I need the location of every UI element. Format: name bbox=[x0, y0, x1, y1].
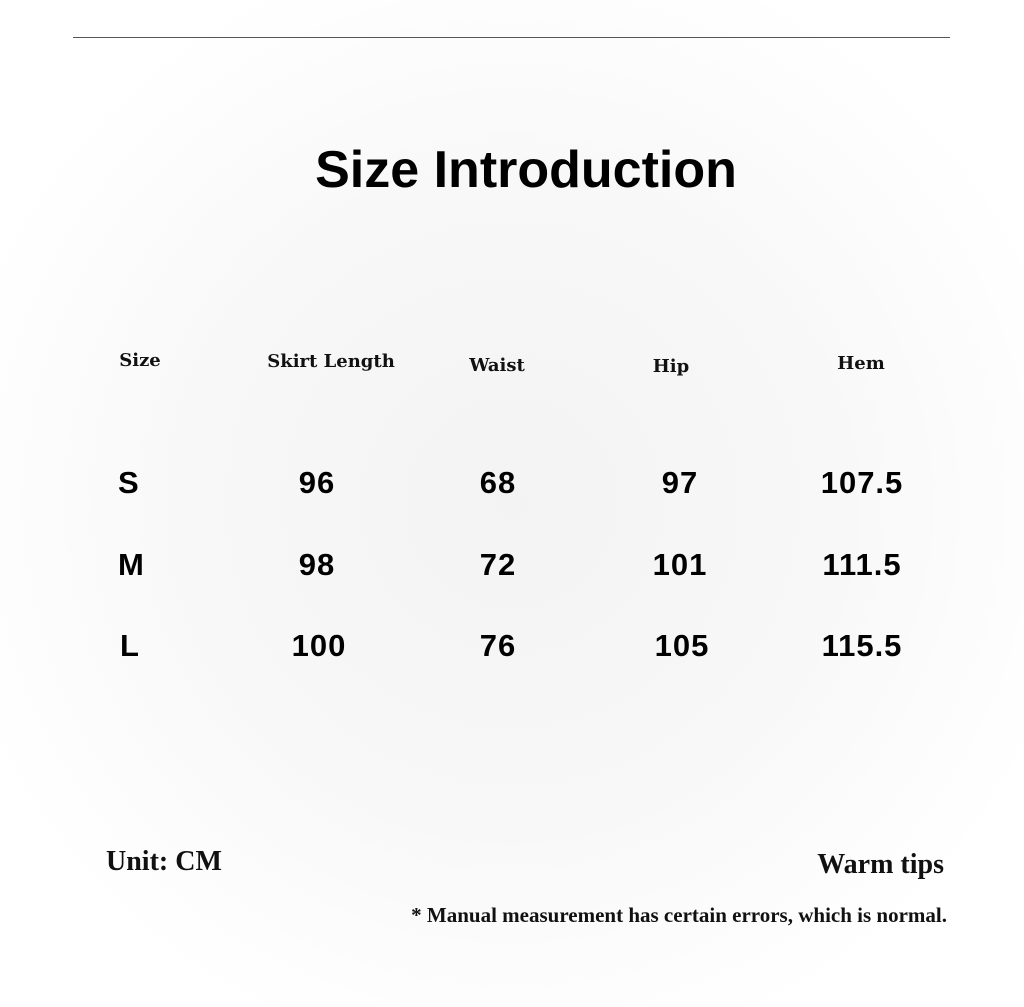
unit-label: Unit: CM bbox=[106, 846, 222, 877]
cell-hip: 97 bbox=[661, 465, 699, 500]
measurement-note: * Manual measurement has certain errors,… bbox=[411, 903, 947, 927]
cell-skirt-length: 100 bbox=[291, 628, 347, 663]
header-hip: Hip bbox=[652, 356, 690, 377]
header-skirt-length: Skirt Length bbox=[267, 351, 395, 372]
header-size: Size bbox=[119, 350, 161, 371]
cell-hip: 105 bbox=[654, 628, 710, 663]
cell-size: M bbox=[118, 547, 145, 582]
cell-waist: 76 bbox=[479, 628, 517, 663]
header-hem: Hem bbox=[837, 353, 885, 374]
cell-skirt-length: 98 bbox=[298, 547, 336, 582]
cell-hem: 111.5 bbox=[822, 547, 902, 582]
header-waist: Waist bbox=[469, 355, 525, 376]
cell-skirt-length: 96 bbox=[298, 465, 336, 500]
page-title: Size Introduction bbox=[315, 141, 737, 199]
cell-hip: 101 bbox=[652, 547, 708, 582]
cell-hem: 115.5 bbox=[821, 628, 903, 663]
cell-waist: 68 bbox=[479, 465, 517, 500]
cell-waist: 72 bbox=[479, 547, 517, 582]
cell-hem: 107.5 bbox=[820, 465, 904, 500]
top-divider bbox=[73, 37, 950, 38]
cell-size: S bbox=[118, 465, 140, 500]
cell-size: L bbox=[120, 628, 140, 663]
warm-tips-title: Warm tips bbox=[817, 849, 944, 880]
